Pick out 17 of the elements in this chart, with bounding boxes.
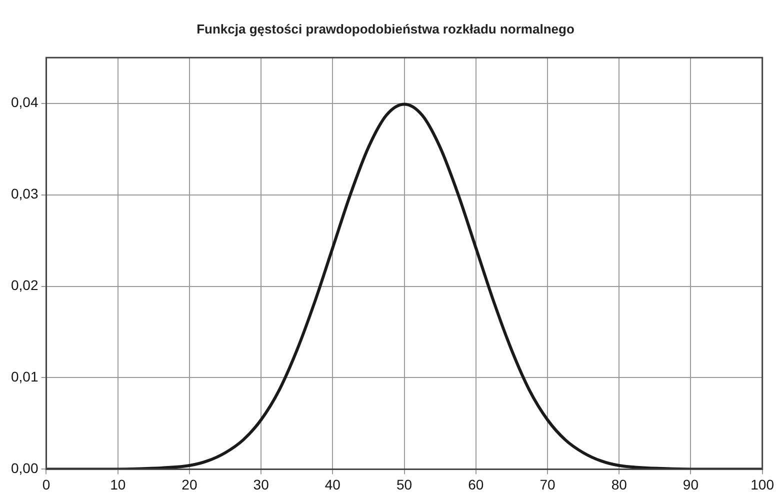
y-tick-label: 0,00 — [11, 460, 38, 476]
x-tick-label: 50 — [396, 476, 412, 492]
x-tick-label: 40 — [324, 476, 341, 492]
y-tick-label: 0,03 — [11, 186, 38, 202]
x-tick-label: 60 — [468, 476, 484, 492]
x-tick-label: 30 — [253, 476, 270, 492]
chart-title: Funkcja gęstości prawdopodobieństwa rozkładu normalnego — [196, 21, 574, 36]
x-tick-label: 0 — [42, 476, 50, 492]
x-tick-label: 80 — [611, 476, 628, 492]
x-tick-label: 20 — [182, 476, 198, 492]
x-tick-label: 10 — [110, 476, 126, 492]
y-tick-label: 0,01 — [11, 368, 38, 385]
x-tick-label: 100 — [750, 476, 774, 492]
y-tick-label: 0,04 — [11, 94, 38, 110]
x-tick-label: 70 — [540, 476, 556, 492]
x-tick-label: 90 — [682, 476, 699, 492]
y-tick-label: 0,02 — [11, 277, 38, 294]
